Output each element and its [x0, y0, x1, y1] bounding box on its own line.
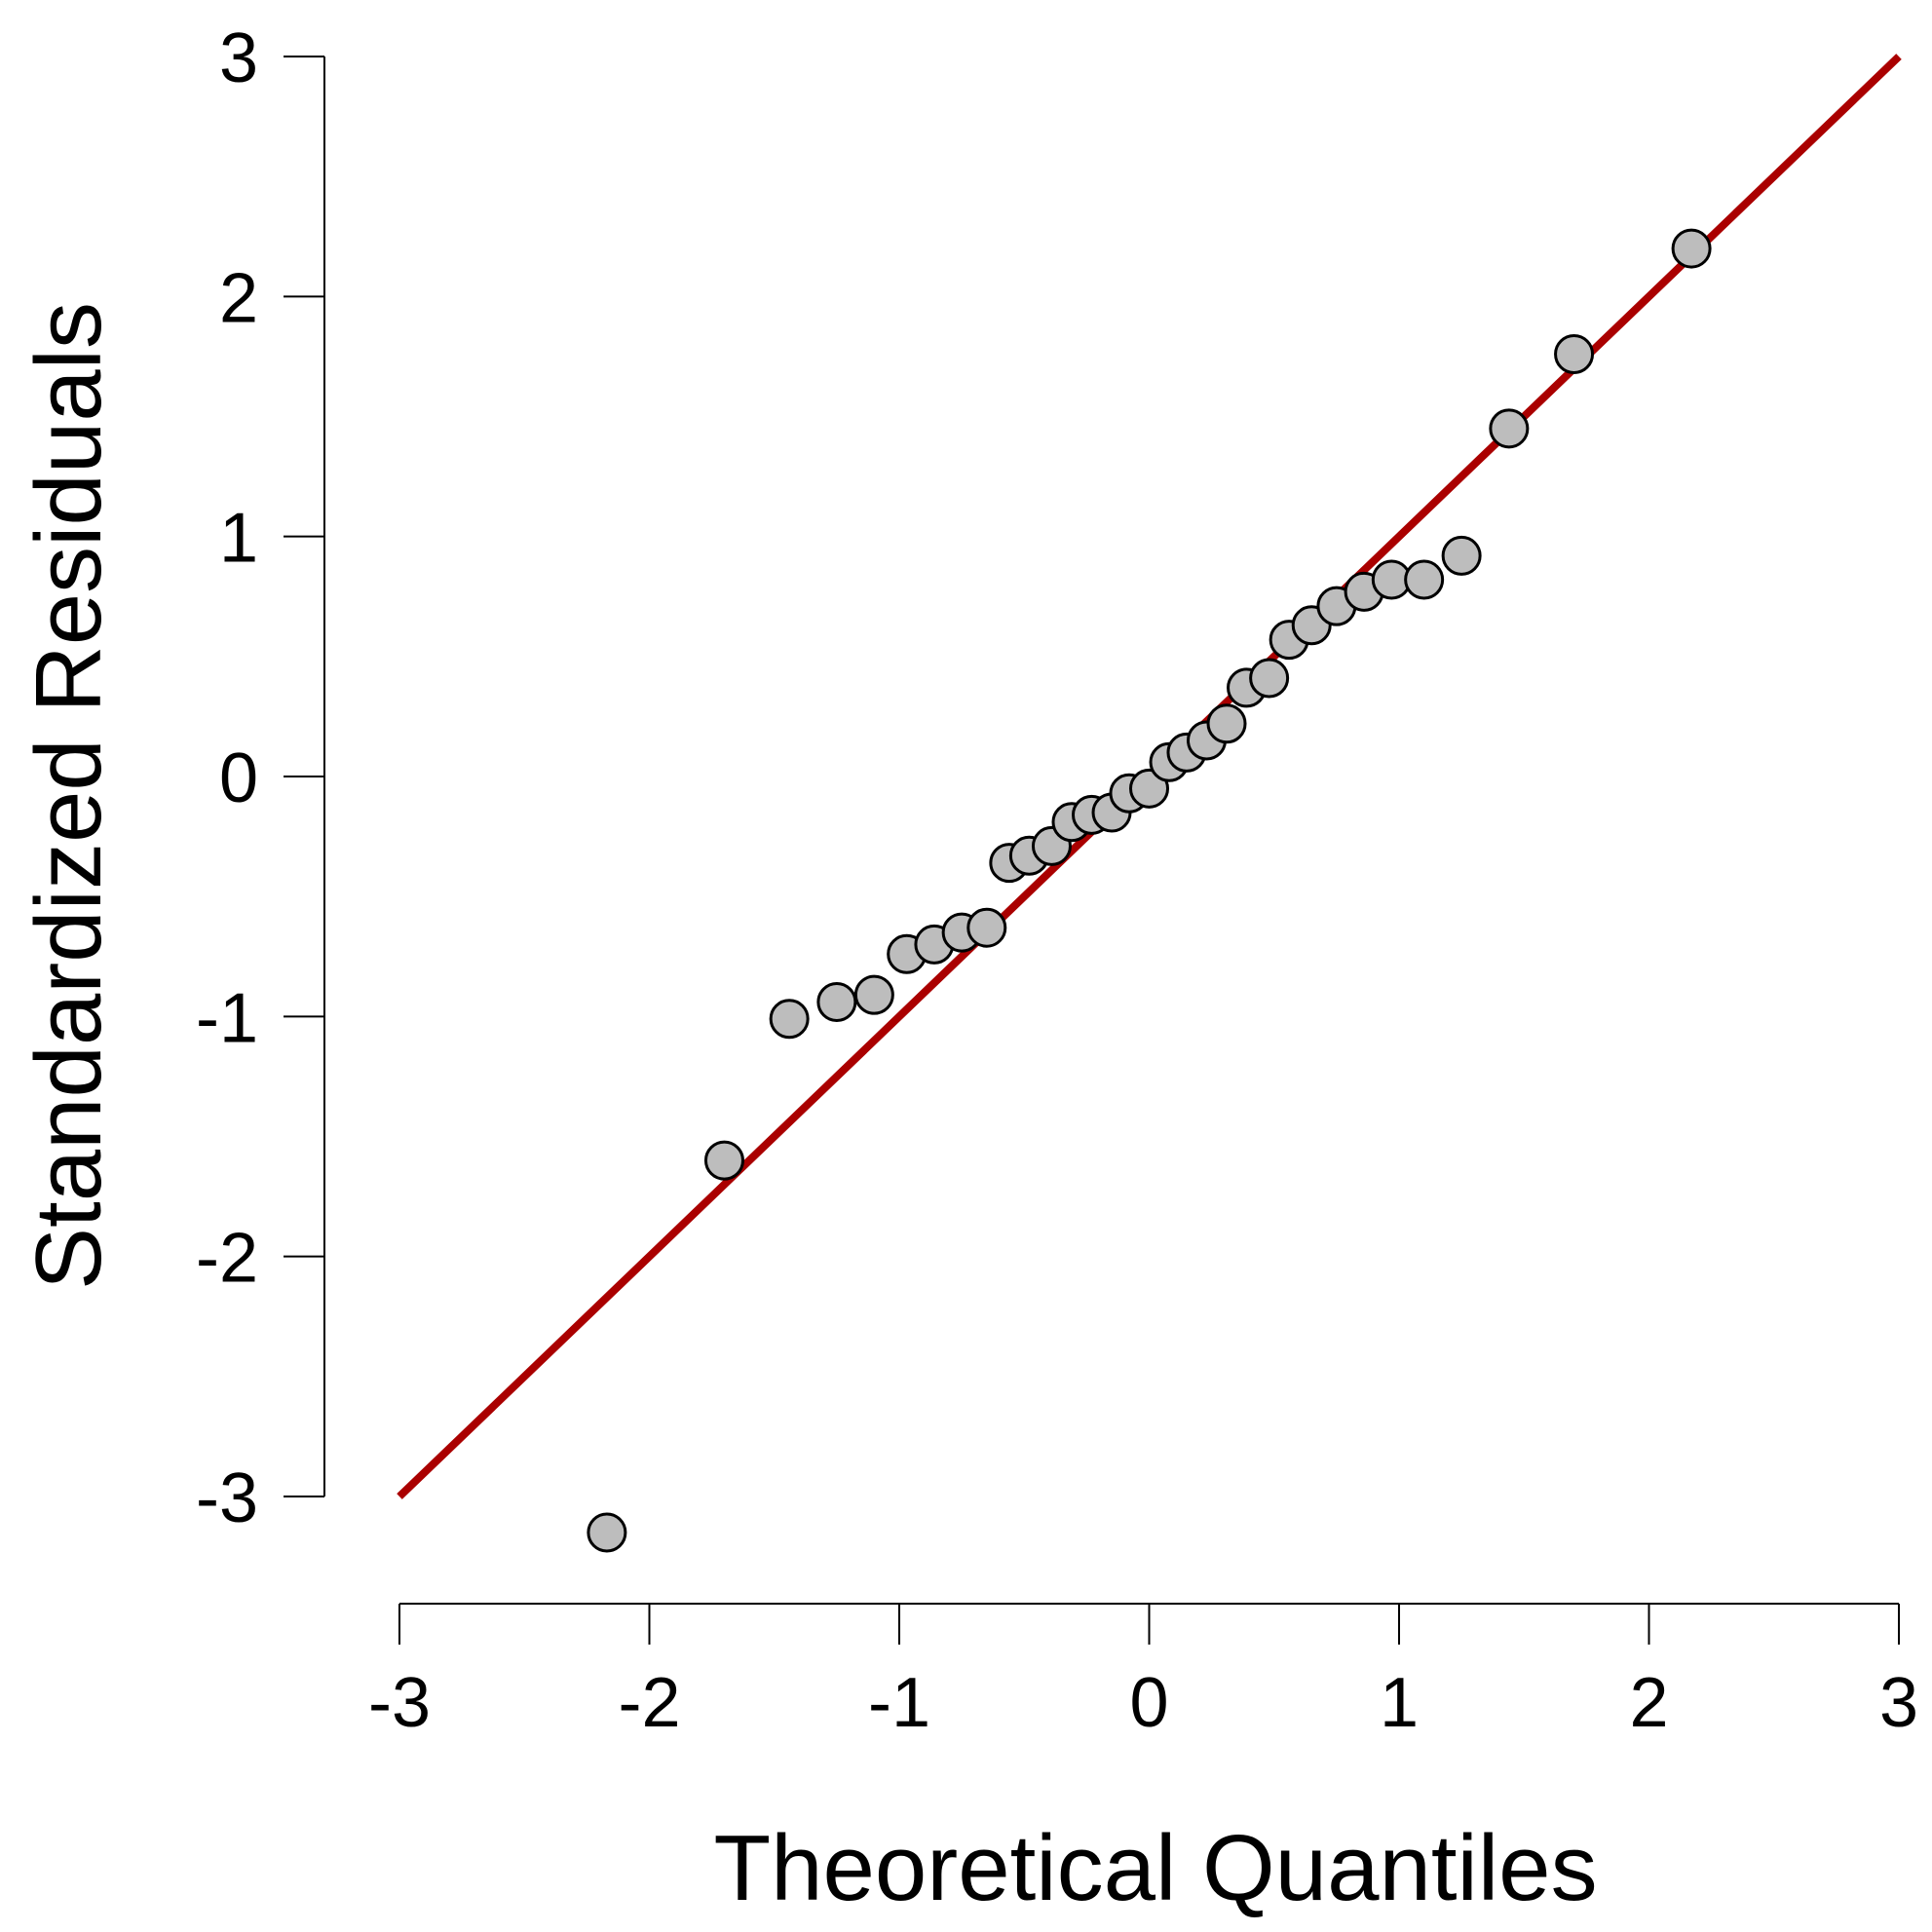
data-point [816, 982, 857, 1023]
data-point [1129, 768, 1169, 809]
data-point [1249, 658, 1290, 699]
data-point [587, 1512, 627, 1553]
data-point [1489, 408, 1530, 449]
y-tick-label: 0 [219, 739, 258, 817]
points-layer [587, 228, 1712, 1553]
x-axis-title: Theoretical Quantiles [713, 1816, 1597, 1920]
y-tick-label: 1 [219, 500, 258, 578]
y-axis-title: Standardized Residuals [17, 302, 121, 1290]
y-tick-label: 2 [219, 259, 258, 337]
y-tick-label: -1 [196, 979, 258, 1057]
y-tick-label: -2 [196, 1220, 258, 1298]
y-tick-label: 3 [219, 19, 258, 97]
data-point [853, 974, 894, 1015]
data-point [769, 999, 810, 1040]
x-tick-label: 0 [1129, 1664, 1168, 1742]
x-tick-label: 2 [1629, 1664, 1668, 1742]
y-tick-label: -3 [196, 1459, 258, 1537]
x-tick-label: 3 [1879, 1664, 1918, 1742]
data-point [966, 907, 1007, 948]
x-tick-label: -1 [868, 1664, 930, 1742]
data-point [1206, 703, 1247, 744]
data-point [1554, 333, 1595, 374]
data-point [1441, 535, 1482, 576]
data-point [1671, 228, 1712, 269]
x-tick-label: 1 [1380, 1664, 1419, 1742]
x-tick-label: -3 [368, 1664, 431, 1742]
data-point [1404, 559, 1445, 600]
data-point [703, 1140, 744, 1181]
axes: -3 -2 -1 0 1 2 3 -3 -2 -1 0 1 2 3 [196, 19, 1918, 1742]
x-tick-label: -2 [618, 1664, 680, 1742]
